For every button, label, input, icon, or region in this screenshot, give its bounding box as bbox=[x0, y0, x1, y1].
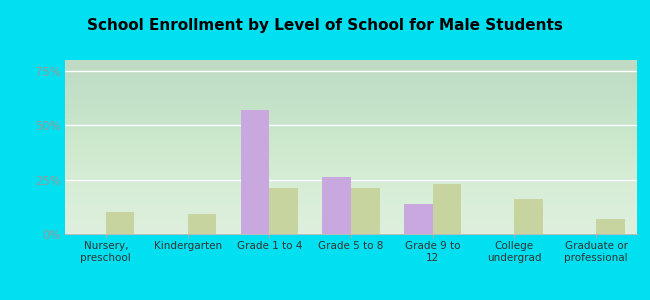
Bar bbox=[404, 203, 433, 234]
Bar bbox=[596, 219, 625, 234]
Bar bbox=[269, 188, 298, 234]
Bar bbox=[433, 184, 462, 234]
Text: School Enrollment by Level of School for Male Students: School Enrollment by Level of School for… bbox=[87, 18, 563, 33]
Bar bbox=[322, 177, 351, 234]
Bar bbox=[351, 188, 380, 234]
Bar bbox=[514, 199, 543, 234]
Bar bbox=[106, 212, 135, 234]
Bar bbox=[188, 214, 216, 234]
Bar bbox=[240, 110, 269, 234]
